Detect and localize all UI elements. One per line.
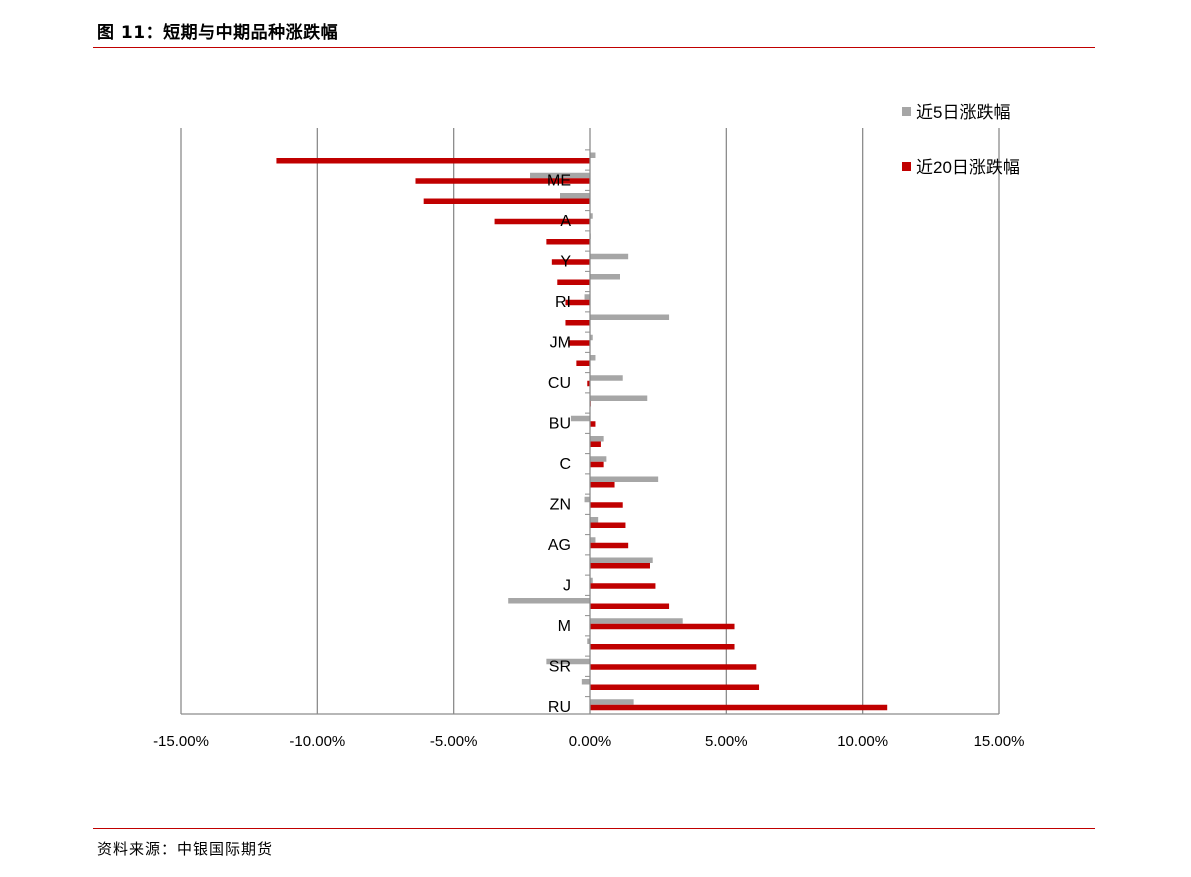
bar-5d xyxy=(590,577,593,584)
bar-20d xyxy=(590,623,735,630)
category-label: ZN xyxy=(550,496,571,513)
bar-5d xyxy=(590,517,599,523)
legend-swatch xyxy=(902,162,911,171)
x-tick-label: 15.00% xyxy=(974,733,1025,750)
bar-20d xyxy=(546,239,590,245)
bar-20d xyxy=(590,542,629,549)
category-label: AG xyxy=(548,537,571,554)
bar-5d xyxy=(590,152,596,158)
bar-20d xyxy=(565,299,590,306)
bar-5d xyxy=(546,658,590,665)
bar-5d xyxy=(590,334,593,341)
bar-5d xyxy=(590,314,670,320)
bar-20d xyxy=(590,461,604,468)
x-tick-label: -15.00% xyxy=(153,733,209,750)
bar-20d xyxy=(494,218,590,225)
bar-5d xyxy=(584,294,590,300)
category-label: CU xyxy=(548,375,571,392)
category-label: BU xyxy=(549,415,571,432)
bar-20d xyxy=(590,583,656,589)
bars xyxy=(276,152,888,711)
gridlines xyxy=(180,128,1000,714)
bar-20d xyxy=(590,704,888,711)
bar-5d xyxy=(508,598,590,604)
bar-20d xyxy=(557,279,590,285)
x-tick-label: 0.00% xyxy=(569,733,612,750)
bar-20d xyxy=(590,482,615,488)
bar-5d xyxy=(590,456,607,462)
category-label: RU xyxy=(548,699,571,716)
bar-20d xyxy=(590,603,670,609)
x-tick-label: -10.00% xyxy=(289,733,345,750)
bar-20d xyxy=(590,441,601,447)
category-label: SR xyxy=(549,658,571,675)
bar-5d xyxy=(584,496,590,503)
bar-20d xyxy=(590,421,596,427)
axes: -15.00% -10.00% -5.00% 0.00% 5.00% 10.00% 15.0… xyxy=(153,128,1024,750)
bar-5d xyxy=(590,557,653,563)
bar-20d xyxy=(568,340,590,346)
bar-20d xyxy=(565,320,590,326)
bar-20d xyxy=(590,522,626,528)
bar-20d xyxy=(276,158,590,164)
bar-5d xyxy=(590,355,596,361)
bar-5d xyxy=(560,193,590,199)
bar-5d xyxy=(590,436,604,442)
legend-label: 近20日涨跌幅 xyxy=(916,158,1020,177)
bar-5d xyxy=(590,699,634,705)
legend-swatch xyxy=(902,107,911,116)
category-label: J xyxy=(563,577,571,594)
category-label: JM xyxy=(550,334,571,351)
category-label: C xyxy=(559,456,571,473)
category-label: M xyxy=(558,618,571,635)
bar-20d xyxy=(415,178,590,184)
bar-5d xyxy=(590,618,683,624)
bar-5d xyxy=(581,679,590,685)
category-label: RI xyxy=(555,294,571,311)
bar-5d xyxy=(590,476,659,482)
figure-title: 图 11：短期与中期品种涨跌幅 xyxy=(97,23,339,43)
x-tick-label: 10.00% xyxy=(837,733,888,750)
bar-5d xyxy=(590,395,648,401)
bar-5d xyxy=(587,638,590,644)
bar-20d xyxy=(590,644,735,650)
bar-5d xyxy=(590,537,596,543)
legend-label: 近5日涨跌幅 xyxy=(916,103,1010,122)
bar-5d xyxy=(590,253,629,260)
category-label: A xyxy=(560,213,571,230)
x-tick-label: -5.00% xyxy=(430,733,478,750)
bar-5d xyxy=(590,274,620,280)
bar-5d xyxy=(590,375,623,381)
header-rule xyxy=(93,47,1095,48)
bar-5d xyxy=(530,172,590,179)
source-note: 资料来源：中银国际期货 xyxy=(97,840,274,858)
bar-20d xyxy=(590,502,623,508)
bar-5d xyxy=(590,213,593,219)
bar-20d xyxy=(590,664,757,670)
bar-5d xyxy=(570,415,590,422)
bar-20d xyxy=(590,684,760,690)
bar-20d xyxy=(551,259,590,265)
bar-20d xyxy=(590,563,650,569)
bar-20d xyxy=(423,198,590,204)
footer-rule xyxy=(93,828,1095,829)
category-label: Y xyxy=(560,253,571,270)
bar-20d xyxy=(576,360,590,366)
category-label: ME xyxy=(547,172,571,189)
bar-20d xyxy=(587,380,590,387)
x-tick-label: 5.00% xyxy=(705,733,748,750)
